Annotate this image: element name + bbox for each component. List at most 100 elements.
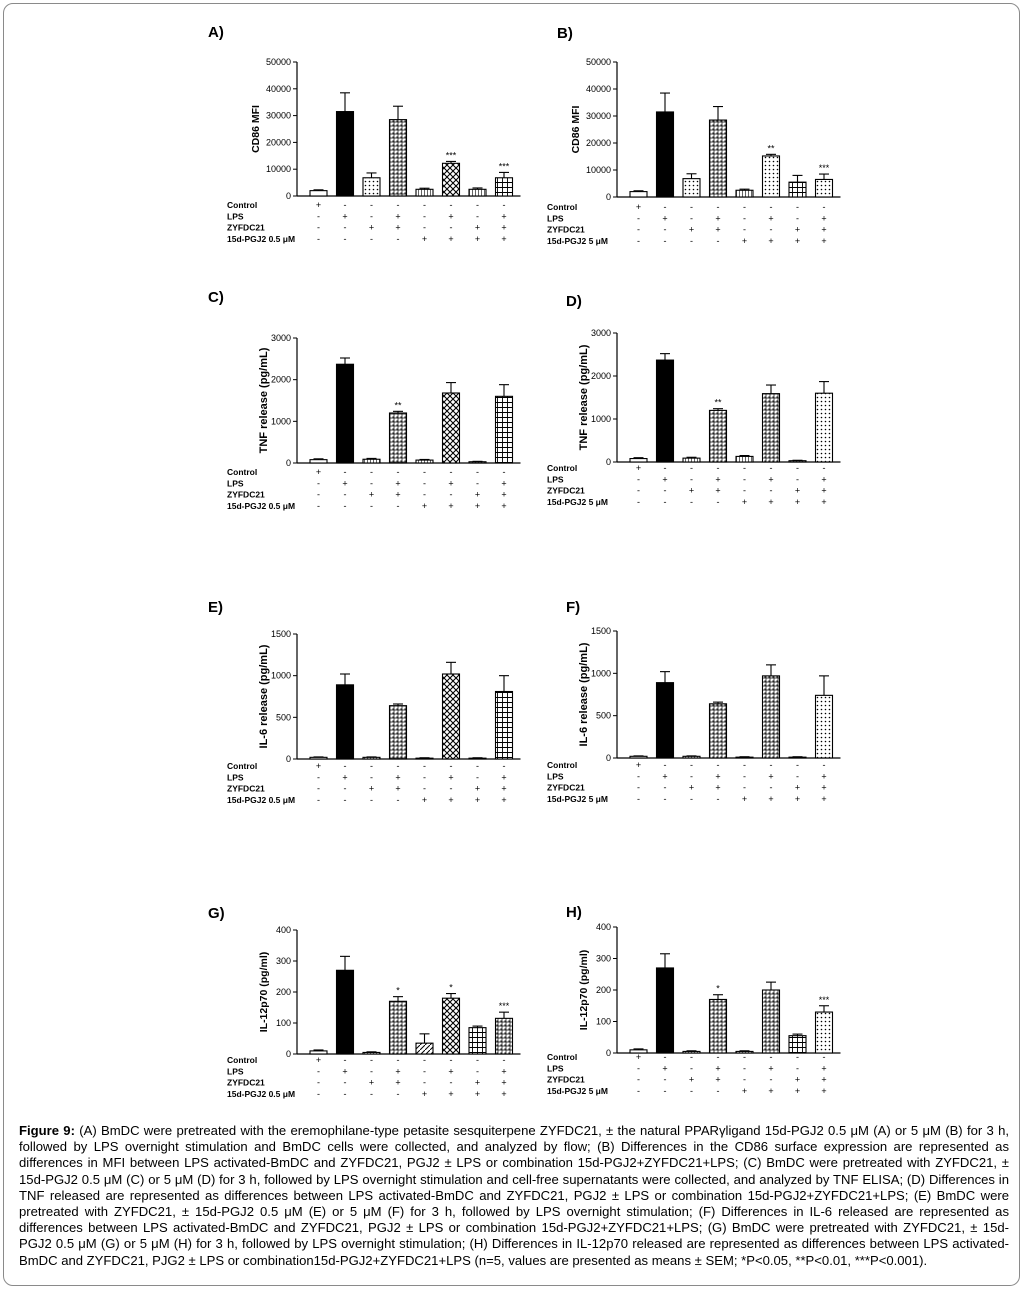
bar: [814, 178, 834, 198]
y-tick-label: 3000: [591, 328, 611, 338]
condition-sign: -: [796, 474, 799, 484]
condition-sign: -: [370, 211, 373, 221]
condition-sign: -: [423, 784, 426, 794]
condition-sign: -: [317, 211, 320, 221]
y-tick-label: 2000: [591, 371, 611, 381]
condition-sign: -: [317, 772, 320, 782]
condition-sign: -: [743, 213, 746, 223]
condition-sign: -: [823, 760, 826, 770]
condition-sign: +: [821, 486, 826, 496]
condition-sign: +: [795, 236, 800, 246]
condition-label: LPS: [547, 213, 564, 223]
condition-sign: -: [317, 795, 320, 805]
y-tick-label: 40000: [266, 84, 291, 94]
condition-sign: -: [476, 200, 479, 210]
condition-sign: +: [821, 783, 826, 793]
condition-label: ZYFDC21: [227, 784, 265, 794]
condition-sign: +: [715, 1075, 720, 1085]
condition-sign: -: [637, 1086, 640, 1096]
condition-sign: +: [422, 234, 427, 244]
condition-sign: +: [821, 236, 826, 246]
bar: [362, 458, 381, 464]
condition-sign: -: [690, 463, 693, 473]
bar: [415, 459, 434, 464]
condition-sign: +: [795, 1086, 800, 1096]
condition-sign: +: [689, 783, 694, 793]
bar: [708, 409, 728, 463]
condition-sign: -: [476, 467, 479, 477]
condition-label: Control: [547, 202, 577, 212]
condition-sign: +: [475, 784, 480, 794]
condition-sign: +: [475, 223, 480, 233]
y-tick-label: 0: [606, 457, 611, 467]
condition-sign: -: [397, 761, 400, 771]
bar: [788, 756, 807, 759]
condition-sign: -: [796, 760, 799, 770]
condition-sign: -: [664, 794, 667, 804]
condition-label: LPS: [547, 474, 564, 484]
condition-sign: -: [743, 1052, 746, 1062]
bar: [441, 673, 461, 760]
condition-sign: -: [717, 794, 720, 804]
bar: [814, 1011, 834, 1054]
condition-sign: -: [690, 794, 693, 804]
condition-sign: +: [662, 771, 667, 781]
condition-sign: -: [637, 236, 640, 246]
bar: [761, 155, 781, 198]
condition-sign: -: [637, 225, 640, 235]
bar: [655, 682, 675, 759]
y-tick-label: 10000: [586, 165, 611, 175]
condition-sign: -: [664, 463, 667, 473]
condition-sign: +: [768, 1086, 773, 1096]
bar: [362, 1051, 381, 1055]
bar: [761, 393, 781, 463]
condition-sign: +: [316, 1055, 321, 1065]
condition-sign: -: [344, 761, 347, 771]
condition-label: Control: [227, 761, 257, 771]
condition-sign: +: [422, 1089, 427, 1099]
condition-sign: +: [342, 772, 347, 782]
condition-sign: -: [690, 1052, 693, 1062]
condition-sign: -: [637, 794, 640, 804]
condition-sign: +: [689, 486, 694, 496]
condition-sign: +: [448, 795, 453, 805]
condition-sign: -: [690, 202, 693, 212]
bar: [735, 756, 754, 759]
bar: [788, 460, 807, 463]
y-tick-label: 30000: [266, 111, 291, 121]
condition-sign: +: [795, 486, 800, 496]
y-tick-label: 1000: [271, 416, 291, 426]
condition-sign: +: [475, 234, 480, 244]
bar: [335, 684, 355, 760]
figure-frame: [3, 3, 1020, 1286]
bar: [335, 111, 355, 197]
bar: [335, 969, 355, 1055]
condition-sign: +: [501, 501, 506, 511]
significance-marker: **: [767, 143, 775, 153]
condition-label: LPS: [227, 1066, 244, 1076]
condition-sign: +: [768, 771, 773, 781]
condition-sign: +: [395, 772, 400, 782]
condition-sign: +: [768, 497, 773, 507]
condition-sign: -: [423, 1055, 426, 1065]
y-tick-label: 500: [596, 711, 611, 721]
condition-sign: -: [423, 1078, 426, 1088]
bar: [629, 191, 648, 198]
condition-sign: +: [501, 772, 506, 782]
condition-sign: +: [395, 1066, 400, 1076]
y-axis-label: TNF release (pg/mL): [258, 347, 270, 453]
bar: [682, 457, 701, 463]
bar: [629, 755, 648, 759]
condition-sign: -: [770, 760, 773, 770]
condition-sign: -: [796, 463, 799, 473]
condition-sign: +: [448, 1089, 453, 1099]
condition-sign: +: [662, 213, 667, 223]
bar: [682, 755, 701, 759]
bar: [629, 458, 648, 463]
y-tick-label: 40000: [586, 84, 611, 94]
condition-sign: -: [450, 200, 453, 210]
condition-sign: +: [715, 474, 720, 484]
